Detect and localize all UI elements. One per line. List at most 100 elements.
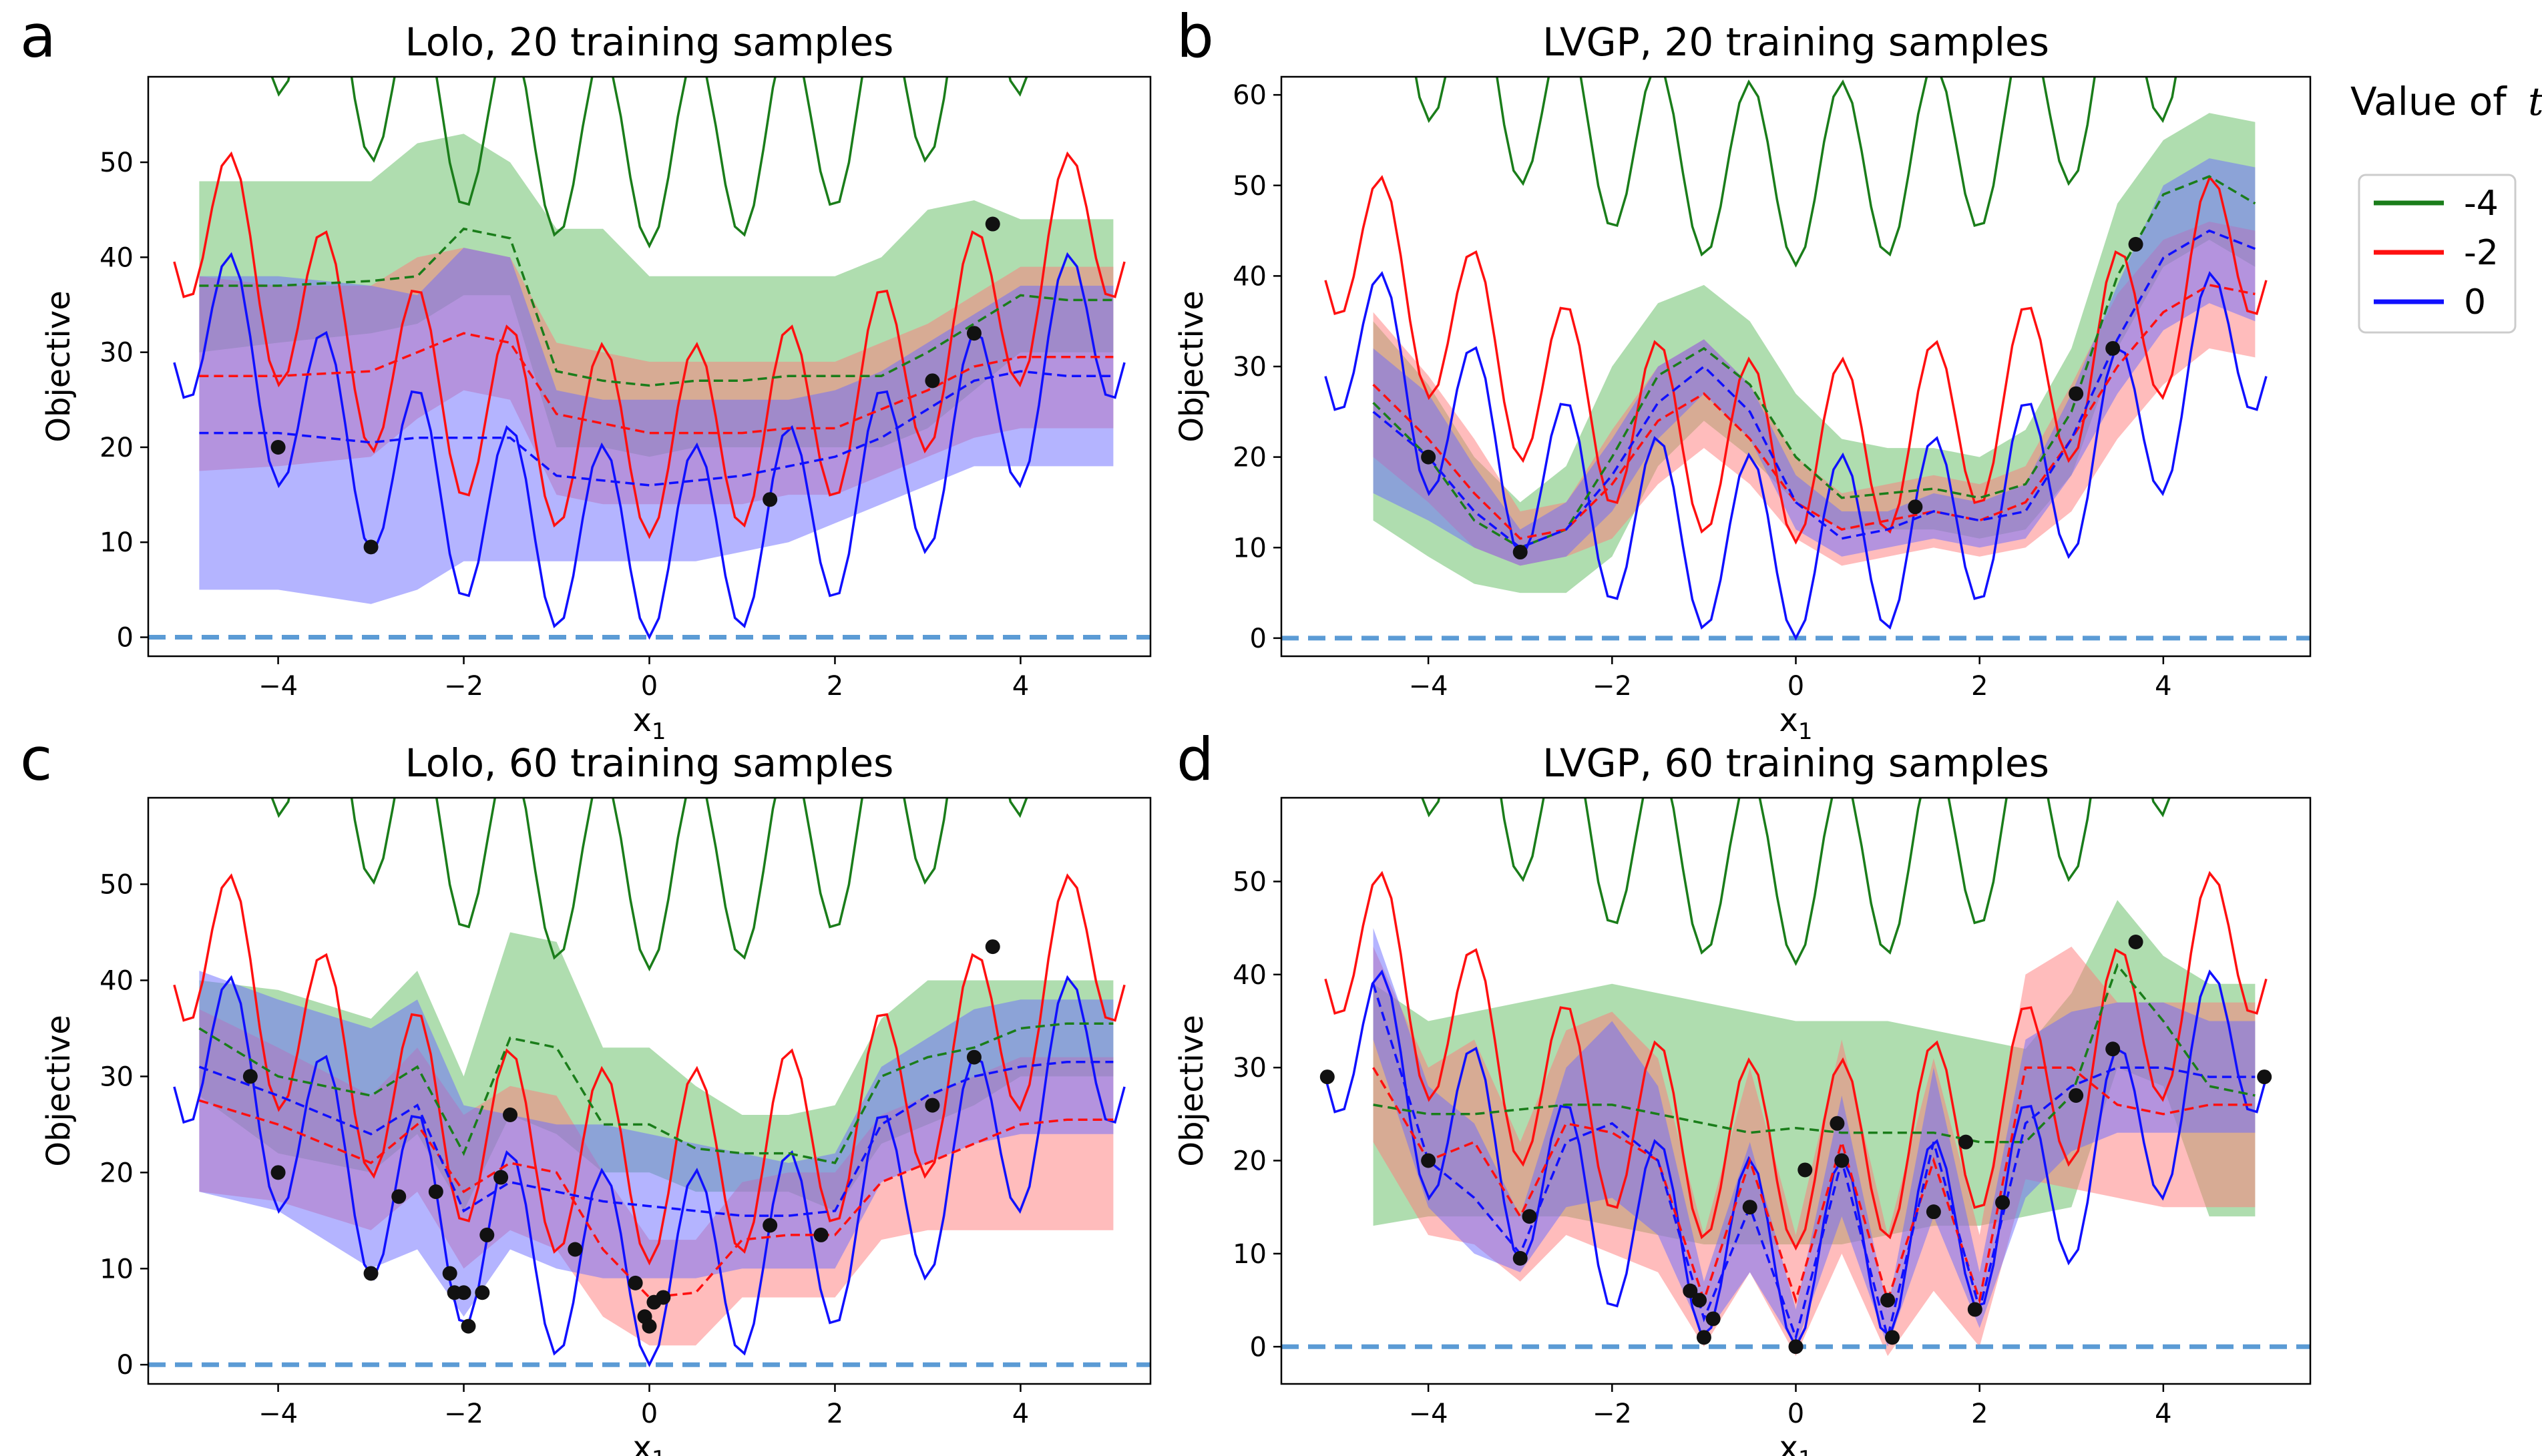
training-point-d xyxy=(1788,1339,1804,1355)
training-point-d xyxy=(1884,1330,1900,1345)
y-tick-label-a: 30 xyxy=(99,338,134,369)
panel-title-a: Lolo, 20 training samples xyxy=(405,19,894,65)
y-tick-label-a: 0 xyxy=(117,623,134,654)
panel-letter-a: a xyxy=(20,2,56,71)
x-tick-label-c: 4 xyxy=(1012,1399,1029,1429)
training-point-d xyxy=(2128,935,2143,950)
true-line-c-t_-4 xyxy=(270,798,1028,972)
x-tick-label-a: −2 xyxy=(444,671,483,702)
training-point-c xyxy=(813,1227,829,1242)
y-tick-label-d: 20 xyxy=(1233,1146,1267,1177)
training-point-d xyxy=(1696,1330,1711,1345)
y-tick-label-d: 40 xyxy=(1233,960,1267,991)
training-point-b xyxy=(2128,236,2143,252)
training-point-c xyxy=(503,1107,518,1122)
training-point-d xyxy=(1995,1195,2010,1210)
true-line-a-t_-4 xyxy=(270,77,1028,249)
mean-line-b-t_-2 xyxy=(1372,284,2256,540)
y-axis-label-a: Objective xyxy=(40,290,77,443)
plot-area-c xyxy=(148,798,1150,1368)
y-axis-label-d: Objective xyxy=(1173,1015,1211,1167)
x-axis-label-a: x1 xyxy=(632,702,666,745)
panel-letter-d: d xyxy=(1177,725,1214,794)
band-c-t_0 xyxy=(199,971,1114,1317)
panel-letter-c: c xyxy=(20,725,52,794)
panel-d: d LVGP, 60 training samples−4 −2 0 2 40102030… xyxy=(1173,725,2312,1456)
x-tick-label-c: −4 xyxy=(258,1399,298,1429)
training-point-d xyxy=(1522,1209,1537,1224)
x-tick-label-a: −4 xyxy=(258,671,298,702)
legend-label-t-4: -4 xyxy=(2464,184,2499,224)
mean-line-c-t_-2 xyxy=(198,1099,1114,1299)
panel-letter-b: b xyxy=(1177,2,1214,71)
x-tick-label-a: 0 xyxy=(641,671,658,702)
x-tick-label-b: 4 xyxy=(2155,671,2171,702)
mean-line-a-t_-2 xyxy=(199,332,1114,435)
y-tick-label-c: 40 xyxy=(99,965,134,996)
x-tick-label-d: 0 xyxy=(1787,1399,1804,1429)
y-tick-label-b: 30 xyxy=(1233,352,1267,383)
training-point-d xyxy=(1692,1292,1707,1308)
training-point-c xyxy=(568,1242,583,1257)
plot-area-d xyxy=(1281,798,2310,1357)
y-tick-label-b: 0 xyxy=(1250,624,1267,654)
training-point-d xyxy=(1926,1204,1941,1220)
mean-line-a-t_0 xyxy=(199,370,1114,487)
y-tick-label-b: 10 xyxy=(1233,533,1267,563)
plot-area-a xyxy=(148,77,1150,640)
training-point-c xyxy=(985,939,1000,955)
x-axis-label-c: x1 xyxy=(632,1429,666,1456)
y-tick-label-d: 30 xyxy=(1233,1053,1267,1083)
true-line-d-t_-4 xyxy=(1421,798,2171,966)
y-tick-label-d: 0 xyxy=(1250,1332,1267,1363)
training-point-d xyxy=(2069,1087,2084,1103)
x-axis-label-b: x1 xyxy=(1779,702,1812,745)
true-line-b-t_-2 xyxy=(1324,175,2268,545)
x-tick-label-b: 0 xyxy=(1787,671,1804,702)
true-line-c-t_-2 xyxy=(173,873,1126,1266)
training-point-d xyxy=(1880,1292,1896,1308)
training-point-d xyxy=(1834,1153,1850,1168)
y-tick-label-b: 60 xyxy=(1233,80,1267,111)
training-point-a xyxy=(363,539,379,555)
mean-line-d-t_-4 xyxy=(1373,963,2256,1144)
x-tick-label-c: 0 xyxy=(641,1399,658,1429)
y-tick-label-c: 30 xyxy=(99,1061,134,1092)
x-tick-label-c: 2 xyxy=(827,1399,843,1429)
x-axis-label-d: x1 xyxy=(1779,1429,1812,1456)
training-point-c xyxy=(966,1049,982,1065)
training-point-b xyxy=(1421,449,1436,465)
x-tick-label-c: −2 xyxy=(444,1399,483,1429)
training-point-b xyxy=(2069,386,2084,401)
training-point-c xyxy=(763,1218,778,1233)
y-tick-label-c: 0 xyxy=(117,1350,134,1381)
training-point-c xyxy=(925,1098,940,1113)
training-point-c xyxy=(270,1165,286,1180)
true-line-a-t_-2 xyxy=(173,151,1126,539)
band-a-t_0 xyxy=(199,248,1114,604)
y-axis-label-b: Objective xyxy=(1173,290,1211,443)
band-b-t_0 xyxy=(1373,158,2256,566)
training-point-c xyxy=(656,1290,671,1305)
mean-line-b-t_-4 xyxy=(1372,175,2256,549)
training-point-c xyxy=(242,1069,258,1084)
training-point-c xyxy=(456,1285,471,1300)
y-tick-label-c: 20 xyxy=(99,1158,134,1188)
training-point-c xyxy=(391,1189,407,1204)
legend-label-t-2: -2 xyxy=(2464,233,2499,273)
x-tick-label-d: 4 xyxy=(2155,1399,2171,1429)
training-point-a xyxy=(985,216,1000,232)
training-point-a xyxy=(763,492,778,507)
training-point-c xyxy=(442,1266,457,1281)
training-point-d xyxy=(1958,1134,1974,1150)
mean-line-c-t_0 xyxy=(198,1061,1114,1217)
training-point-c xyxy=(461,1318,476,1334)
mean-line-c-t_-4 xyxy=(198,1022,1114,1164)
panel-title-b: LVGP, 20 training samples xyxy=(1542,19,2049,65)
training-point-a xyxy=(925,373,940,389)
mean-line-d-t_-2 xyxy=(1372,1066,2256,1305)
y-tick-label-a: 50 xyxy=(99,148,134,178)
y-tick-label-a: 40 xyxy=(99,242,134,273)
x-tick-label-b: −4 xyxy=(1409,671,1448,702)
